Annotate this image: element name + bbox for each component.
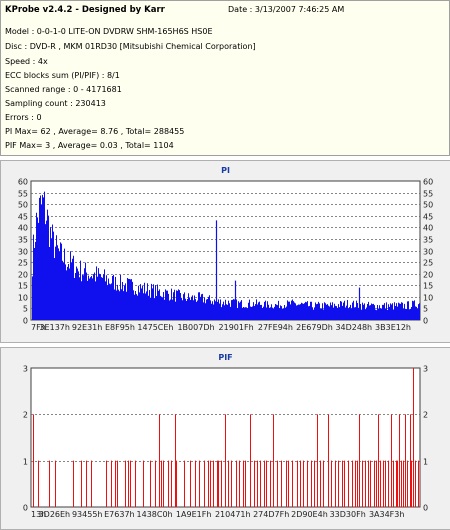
- pi-ytick-right-label: 55: [423, 190, 433, 199]
- info-disc: Disc : DVD-R , MKM 01RD30 [Mitsubishi Ch…: [5, 42, 256, 51]
- pif-xtick-label: 210471h: [215, 510, 251, 519]
- pi-xtick-label: 3B3E12h: [375, 323, 411, 332]
- pi-xtick-label: 3E137h: [39, 323, 69, 332]
- pi-xtick-label: 2E679Dh: [296, 323, 333, 332]
- pif-ytick-left-label: 2: [23, 411, 28, 420]
- pi-chart-title: PI: [221, 166, 230, 175]
- pi-ytick-left-label: 5: [23, 305, 28, 314]
- info-panel: KProbe v2.4.2 - Designed by Karr Date : …: [0, 0, 450, 156]
- pif-xtick-label: 2D90E4h: [291, 510, 328, 519]
- pi-ytick-left-label: 15: [18, 282, 28, 291]
- pi-ytick-left-label: 35: [18, 236, 28, 245]
- pi-ytick-left-label: 40: [18, 224, 28, 233]
- pif-xtick-label: 3A34F3h: [369, 510, 405, 519]
- pif-xtick-label: 274D7Fh: [253, 510, 289, 519]
- pif-chart: PIF 0 0 1 1 2 2 3 3 13h 3D26Eh 93455h E7637h 1438C0h 1…: [0, 347, 450, 530]
- pif-xtick-label: 33D30Fh: [330, 510, 366, 519]
- pif-xtick-label: 3D26Eh: [39, 510, 71, 519]
- pi-xtick-label: 92E31h: [72, 323, 102, 332]
- pif-xtick-label: E7637h: [104, 510, 134, 519]
- pi-ytick-right-label: 10: [423, 294, 433, 303]
- pi-ytick-left-label: 60: [18, 178, 28, 187]
- pif-ytick-right-label: 1: [423, 458, 428, 467]
- pi-ytick-right-label: 30: [423, 248, 433, 257]
- pi-xtick-label: 21901Fh: [219, 323, 254, 332]
- pi-ytick-right-label: 40: [423, 224, 433, 233]
- pi-ytick-left-label: 45: [18, 213, 28, 222]
- pi-ytick-right-label: 50: [423, 201, 433, 210]
- pi-ytick-right-label: 60: [423, 178, 433, 187]
- pi-xtick-label: 34D248h: [335, 323, 372, 332]
- info-pif-summary: PIF Max= 3 , Average= 0.03 , Total= 1104: [5, 141, 174, 150]
- pif-xtick-label: 13h: [31, 510, 46, 519]
- pi-ytick-right-label: 0: [423, 317, 428, 326]
- pi-xtick-label: 7Fh: [31, 323, 46, 332]
- pi-ytick-left-label: 25: [18, 259, 28, 268]
- pif-ytick-left-label: 0: [23, 504, 28, 513]
- pi-ytick-left-label: 50: [18, 201, 28, 210]
- pi-ytick-left-label: 10: [18, 294, 28, 303]
- info-ecc-blocks: ECC blocks sum (PI/PIF) : 8/1: [5, 71, 120, 80]
- pi-ytick-right-label: 15: [423, 282, 433, 291]
- info-speed: Speed : 4x: [5, 57, 48, 66]
- pi-xtick-label: 1475CEh: [137, 323, 173, 332]
- info-sampling-count: Sampling count : 230413: [5, 99, 106, 108]
- pi-ytick-left-label: 0: [23, 317, 28, 326]
- pif-xtick-label: 1438C0h: [137, 510, 173, 519]
- pi-ytick-right-label: 45: [423, 213, 433, 222]
- pif-ytick-right-label: 3: [423, 365, 428, 374]
- pif-ytick-right-label: 0: [423, 504, 428, 513]
- info-model: Model : 0-0-1-0 LITE-ON DVDRW SHM-165H6S…: [5, 27, 213, 36]
- pif-ytick-left-label: 3: [23, 365, 28, 374]
- pi-xtick-label: E8F95h: [105, 323, 135, 332]
- pi-ytick-left-label: 55: [18, 190, 28, 199]
- scan-date: Date : 3/13/2007 7:46:25 AM: [228, 5, 345, 14]
- info-scanned-range: Scanned range : 0 - 4171681: [5, 85, 122, 94]
- pif-xtick-label: 93455h: [72, 510, 103, 519]
- pi-xtick-label: 1B007Dh: [177, 323, 214, 332]
- pi-ytick-right-label: 25: [423, 259, 433, 268]
- info-pi-summary: PI Max= 62 , Average= 8.76 , Total= 2884…: [5, 127, 185, 136]
- pi-ytick-left-label: 30: [18, 248, 28, 257]
- pif-xtick-label: 1A9E1Fh: [176, 510, 211, 519]
- pif-chart-title: PIF: [218, 353, 232, 362]
- pi-chart: PI 0 0 5 5 10 10 15 15 20 20 25 25 30 30 35 35 40 40 45 45 50…: [0, 160, 450, 343]
- pi-ytick-right-label: 5: [423, 305, 428, 314]
- pi-xtick-label: 27FE94h: [258, 323, 293, 332]
- pif-ytick-right-label: 2: [423, 411, 428, 420]
- pi-ytick-right-label: 20: [423, 271, 433, 280]
- info-errors: Errors : 0: [5, 113, 42, 122]
- pif-ytick-left-label: 1: [23, 458, 28, 467]
- pi-ytick-left-label: 20: [18, 271, 28, 280]
- pi-ytick-right-label: 35: [423, 236, 433, 245]
- app-title: KProbe v2.4.2 - Designed by Karr: [5, 5, 165, 15]
